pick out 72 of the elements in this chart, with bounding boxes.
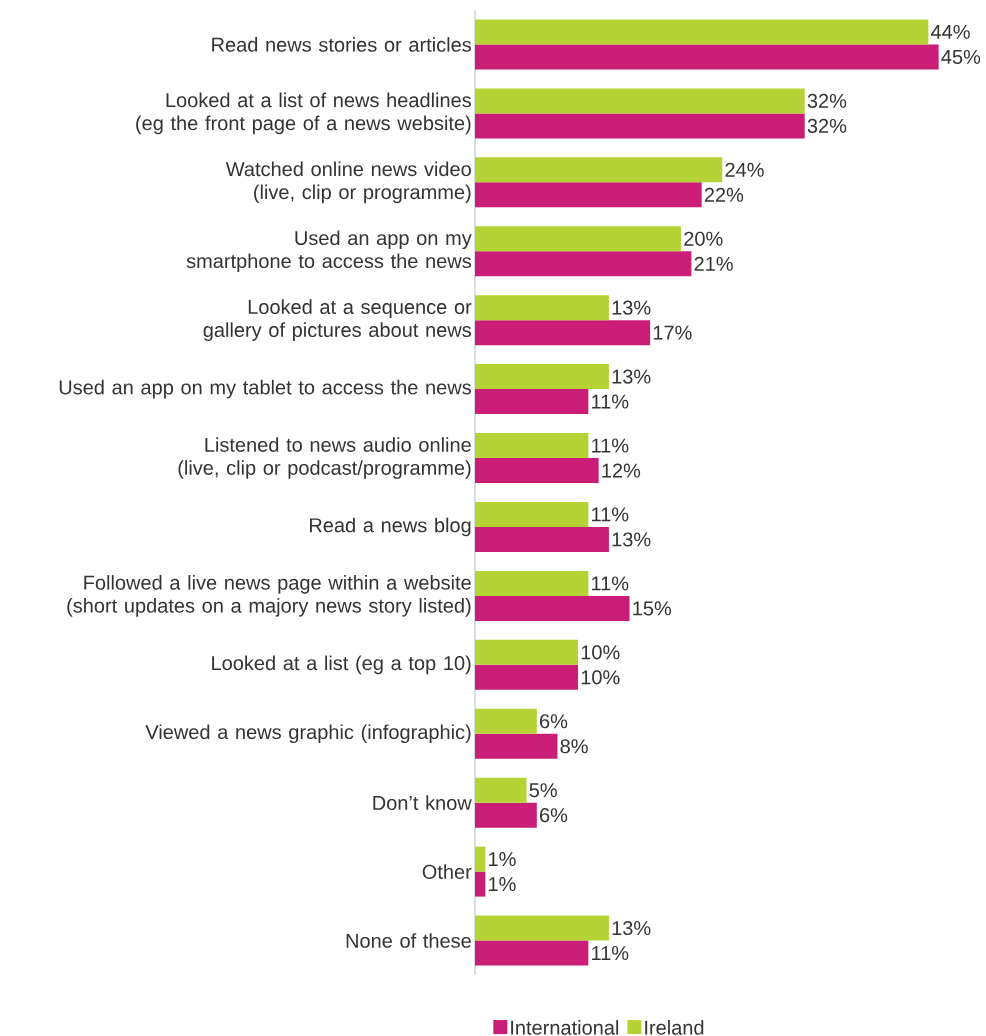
y-tick-label: Used an app on my smartphone to access the news — [186, 230, 472, 273]
data-label: 10% — [581, 645, 620, 660]
y-tick-label: Other — [422, 864, 472, 879]
y-tick-label: Listened to news audio online (live, clip or podcast/programme) — [178, 437, 471, 479]
bar — [475, 113, 805, 139]
y-tick-label: Looked at a sequence or gallery of pictures about news — [203, 299, 472, 341]
data-label: 44% — [930, 24, 970, 39]
data-label: 24% — [725, 162, 764, 177]
data-label: 1% — [489, 852, 516, 867]
y-tick-label: None of these — [346, 933, 471, 948]
data-label: 20% — [684, 231, 723, 246]
data-label: 11% — [592, 507, 629, 522]
data-label: 13% — [612, 300, 651, 315]
bar — [475, 19, 929, 45]
bar — [475, 251, 692, 277]
bar — [475, 364, 609, 390]
bar — [475, 570, 589, 596]
data-label: 11% — [592, 576, 629, 591]
legend-label: International — [511, 1020, 619, 1035]
data-label: 13% — [612, 920, 651, 936]
data-label: 11% — [592, 438, 629, 453]
bar — [475, 226, 682, 252]
data-label: 12% — [602, 463, 641, 478]
data-label: 10% — [581, 670, 620, 685]
bar — [475, 708, 537, 734]
bar — [475, 664, 579, 690]
bar — [475, 182, 702, 208]
data-label: 45% — [941, 49, 981, 64]
bar — [475, 501, 589, 527]
data-label: 13% — [612, 369, 651, 384]
bar — [475, 639, 579, 665]
y-tick-label: Viewed a news graphic (infographic) — [145, 724, 471, 744]
bar — [475, 846, 486, 872]
bar — [475, 295, 609, 321]
bar — [475, 458, 599, 484]
data-label: 8% — [560, 739, 588, 754]
bar — [475, 44, 939, 70]
bar — [475, 595, 630, 621]
y-tick-label: Followed a live news page within a website (short updates on a majory news story listed) — [67, 575, 471, 617]
y-tick-label: Used an app on my tablet to access the news — [59, 379, 471, 399]
data-label: 11% — [592, 394, 629, 409]
data-label: 1% — [489, 877, 516, 892]
bar — [475, 320, 651, 346]
data-label: 6% — [540, 714, 568, 729]
bar — [475, 157, 723, 183]
data-label: 11% — [592, 946, 629, 961]
bar — [475, 526, 609, 552]
y-tick-label: Looked at a list of news headlines (eg the front page of a news website) — [136, 92, 471, 135]
y-tick-label: Don’t know — [373, 795, 472, 811]
data-label: 15% — [633, 601, 672, 616]
legend-label: Ireland — [645, 1020, 704, 1035]
data-label: 21% — [694, 256, 733, 271]
y-tick-label: Watched online news video (live, clip or programme) — [225, 161, 471, 204]
data-label: 5% — [529, 783, 557, 798]
data-label: 6% — [540, 808, 568, 823]
data-label: 32% — [807, 93, 847, 108]
data-label: 13% — [612, 532, 651, 547]
bar — [475, 777, 527, 803]
bar — [475, 802, 537, 828]
data-label: 17% — [653, 325, 692, 340]
bar — [475, 940, 589, 966]
bar — [475, 88, 805, 114]
bar — [475, 389, 589, 415]
y-tick-label: Read a news blog — [310, 517, 471, 537]
data-label: 22% — [704, 187, 744, 202]
bar — [475, 733, 558, 759]
y-tick-label: Read news stories or articles — [212, 37, 472, 52]
bar — [475, 871, 486, 897]
y-tick-label: Looked at a list (eg a top 10) — [212, 655, 471, 675]
bar — [475, 433, 589, 459]
data-label: 32% — [807, 118, 847, 133]
bar — [475, 915, 609, 941]
